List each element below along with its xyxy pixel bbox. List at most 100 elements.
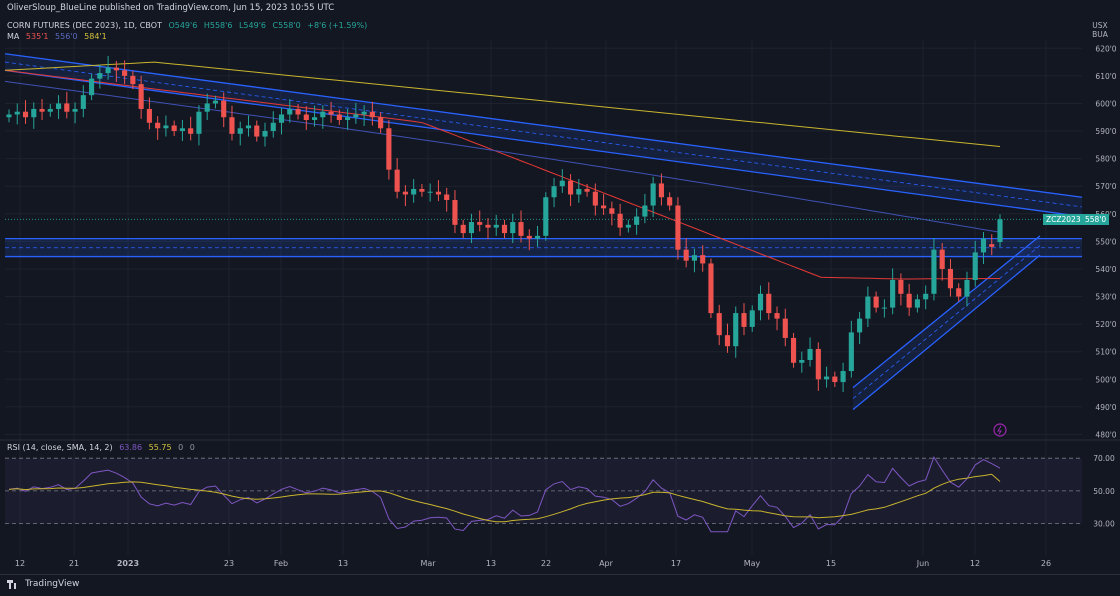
candle — [716, 304, 722, 346]
candle — [634, 208, 640, 235]
grid — [0, 40, 1120, 555]
candle — [576, 179, 582, 203]
candle — [997, 214, 1003, 248]
candle — [485, 218, 491, 240]
price-tick: 510'0 — [1095, 348, 1116, 357]
candle — [221, 92, 227, 128]
candles — [6, 56, 1003, 392]
time-tick: 2023 — [117, 559, 139, 568]
candle — [964, 271, 970, 307]
candle — [55, 95, 62, 119]
candle — [270, 111, 276, 138]
candle — [609, 201, 615, 226]
candle — [741, 303, 747, 336]
last-price-tag: 558'0 — [1082, 214, 1110, 225]
candle — [790, 332, 797, 368]
candle — [947, 259, 954, 297]
candle — [427, 183, 433, 202]
candle — [394, 158, 400, 199]
candle — [890, 268, 896, 315]
candle — [865, 286, 871, 327]
price-tick: 490'0 — [1095, 403, 1116, 412]
time-tick: 17 — [671, 559, 681, 568]
rsi-tick: 70.00 — [1093, 454, 1115, 463]
channels — [4, 53, 1083, 411]
moving-averages — [4, 61, 1001, 280]
candle — [72, 102, 78, 124]
candle — [733, 306, 739, 358]
unit-label: BUA — [1092, 30, 1108, 39]
candle — [477, 210, 483, 232]
time-tick: Mar — [420, 559, 436, 568]
chart-canvas[interactable]: 480'0 490'0 500'0 510'0 520'0 530'0 540'0 550'0… — [0, 0, 1120, 574]
price-tick: 550'0 — [1095, 237, 1116, 246]
candle — [757, 285, 764, 321]
price-tick: 540'0 — [1095, 265, 1116, 274]
rsi-legend[interactable]: RSI (14, close, SMA, 14, 2) 63.86 55.75 … — [7, 443, 199, 452]
candle — [724, 323, 731, 353]
time-tick: 12 — [15, 559, 25, 568]
candle — [700, 245, 706, 272]
tradingview-logo[interactable]: TradingView — [7, 579, 79, 589]
candle — [435, 180, 441, 202]
candle — [254, 120, 260, 142]
candle — [31, 102, 37, 129]
open-value: O549'6 — [168, 21, 198, 30]
candle — [510, 213, 516, 244]
rsi-extra-1: 0 — [178, 443, 184, 452]
candle — [336, 109, 342, 125]
candle — [526, 229, 532, 251]
candle — [345, 108, 351, 130]
time-tick: 12 — [970, 559, 980, 568]
candle — [39, 99, 45, 120]
candle — [163, 115, 169, 137]
time-tick: 15 — [826, 559, 836, 568]
candle — [848, 320, 854, 378]
candle — [501, 219, 508, 239]
symbol-price-tag: ZCZ2023 — [1043, 214, 1084, 225]
time-tick: Apr — [599, 559, 614, 568]
time-tick: 22 — [541, 559, 551, 568]
rsi-label: RSI (14, close, SMA, 14, 2) — [7, 443, 113, 452]
candle — [452, 190, 458, 234]
symbol-title: CORN FUTURES (DEC 2023), 1D, CBOT — [7, 21, 162, 30]
time-tick: May — [744, 559, 761, 568]
time-tick: Feb — [274, 559, 288, 568]
candle — [559, 169, 565, 193]
axis-currency[interactable]: USX BUA — [1088, 21, 1112, 39]
candle — [295, 104, 301, 120]
candle — [749, 305, 755, 332]
candle — [229, 105, 235, 141]
tradingview-icon — [7, 579, 21, 589]
candle — [873, 291, 879, 313]
price-tick: 500'0 — [1095, 375, 1116, 384]
main-legend[interactable]: CORN FUTURES (DEC 2023), 1D, CBOT O549'6… — [7, 21, 371, 30]
price-axis: 480'0 490'0 500'0 510'0 520'0 530'0 540'0 550'0… — [1093, 44, 1117, 528]
candle — [262, 122, 268, 147]
ma-legend[interactable]: MA 535'1 556'0 584'1 — [7, 32, 111, 41]
candle — [923, 285, 929, 310]
candle — [419, 184, 425, 197]
candle — [402, 185, 408, 207]
candle — [80, 85, 86, 118]
price-tick: 610'0 — [1095, 72, 1116, 81]
price-tick: 600'0 — [1095, 99, 1116, 108]
candle — [122, 60, 128, 85]
candle — [311, 105, 318, 127]
candle — [650, 176, 656, 218]
candle — [807, 337, 813, 367]
candle — [840, 362, 846, 392]
lightning-icon[interactable] — [993, 423, 1007, 437]
candle — [939, 243, 945, 281]
candle — [328, 101, 334, 123]
change-value: +8'6 (+1.59%) — [307, 21, 368, 30]
candle — [658, 173, 664, 206]
candle — [212, 95, 219, 109]
candle — [196, 105, 202, 146]
candle — [146, 97, 152, 130]
candle — [303, 106, 309, 130]
candle — [245, 115, 252, 137]
candle — [188, 116, 194, 141]
price-tick: 620'0 — [1095, 44, 1116, 53]
candle — [369, 101, 375, 126]
